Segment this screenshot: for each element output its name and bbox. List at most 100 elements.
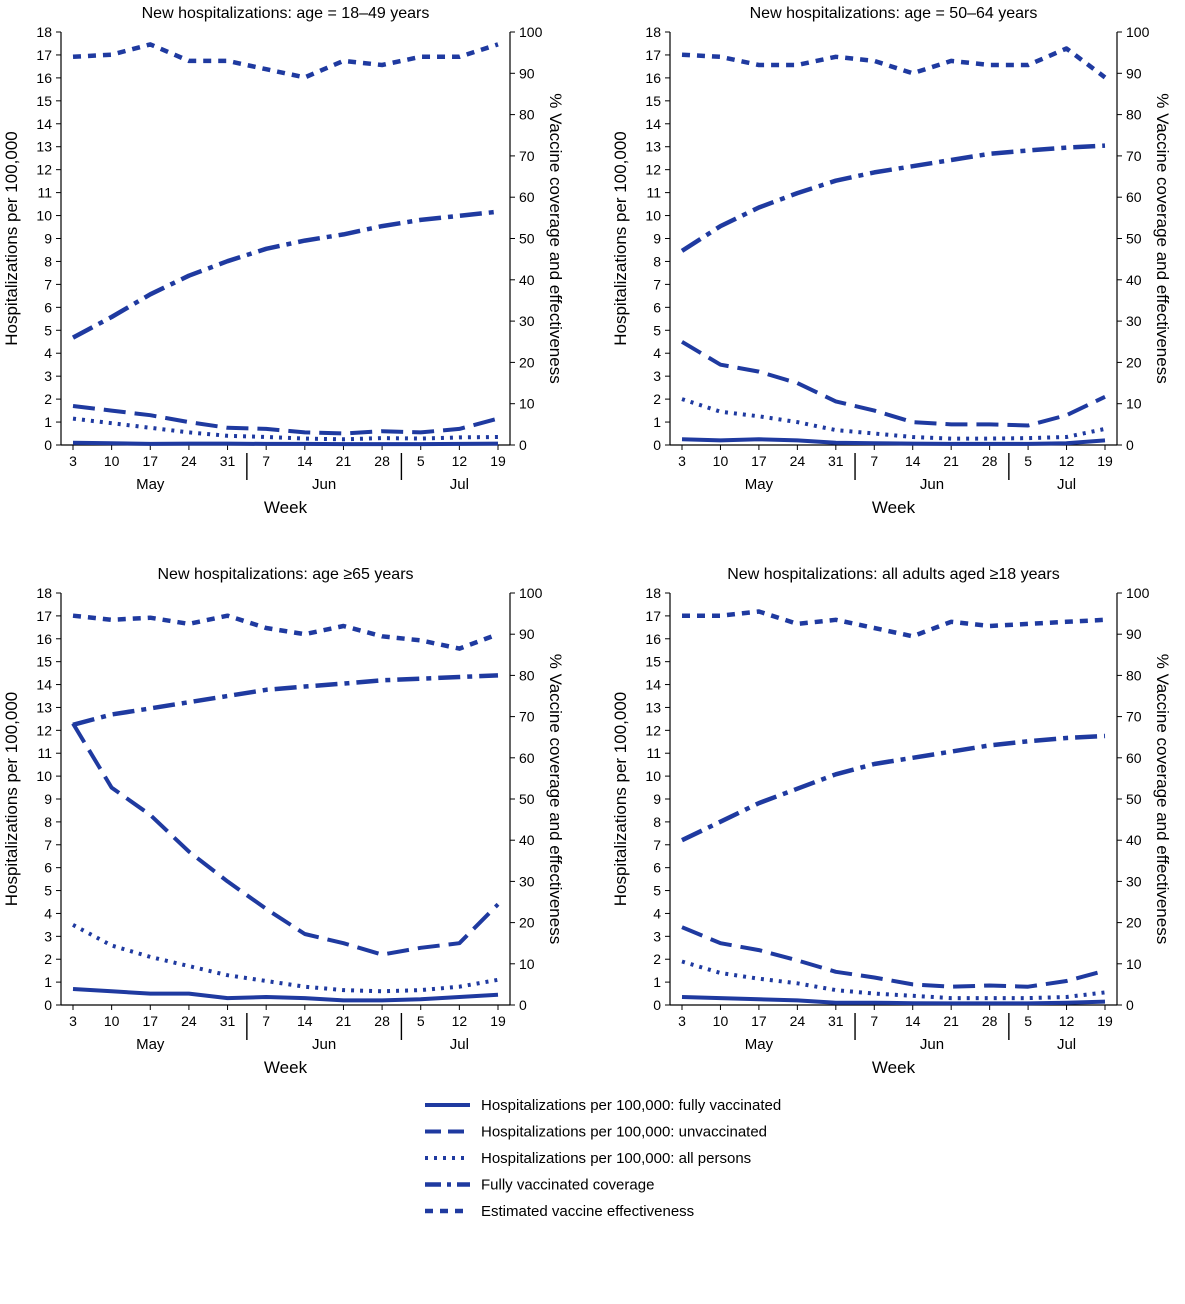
- right-tick-label: 10: [519, 396, 535, 412]
- left-axis-label: Hospitalizations per 100,000: [2, 131, 21, 346]
- left-tick-label: 12: [645, 162, 661, 178]
- left-tick-label: 12: [645, 722, 661, 738]
- left-tick-label: 3: [44, 928, 52, 944]
- left-tick-label: 0: [44, 437, 52, 453]
- left-tick-label: 7: [653, 837, 661, 853]
- left-tick-label: 1: [44, 974, 52, 990]
- left-tick-label: 15: [36, 93, 52, 109]
- month-label: Jul: [1057, 1036, 1076, 1053]
- left-tick-label: 4: [653, 905, 661, 921]
- left-tick-label: 5: [44, 883, 52, 899]
- x-tick-label: 31: [828, 1013, 844, 1029]
- right-tick-label: 40: [519, 832, 535, 848]
- x-tick-label: 21: [336, 453, 352, 469]
- right-tick-label: 0: [519, 437, 527, 453]
- series-line-unvaccinated: [681, 925, 1106, 989]
- panel-title: New hospitalizations: age = 18–49 years: [142, 5, 430, 22]
- panel-3: New hospitalizations: age ≥65 years01234…: [2, 566, 565, 1077]
- x-tick-label: 19: [490, 453, 506, 469]
- x-tick-label: 3: [678, 453, 686, 469]
- x-tick-label: 24: [181, 1013, 197, 1029]
- right-tick-label: 100: [519, 585, 543, 601]
- x-axis-label: Week: [872, 498, 916, 517]
- right-tick-label: 10: [1126, 956, 1142, 972]
- left-tick-label: 6: [653, 860, 661, 876]
- right-tick-label: 0: [1126, 437, 1134, 453]
- left-tick-label: 0: [653, 437, 661, 453]
- x-axis-label: Week: [264, 1058, 308, 1077]
- left-tick-label: 9: [653, 231, 661, 247]
- right-axis-label: % Vaccine coverage and effectiveness: [546, 93, 565, 383]
- right-tick-label: 10: [519, 956, 535, 972]
- series-line-effectiveness: [682, 609, 1106, 639]
- series-line-unvaccinated: [680, 340, 1106, 428]
- right-tick-label: 50: [1126, 231, 1142, 247]
- left-tick-label: 3: [653, 928, 661, 944]
- left-tick-label: 1: [653, 974, 661, 990]
- x-tick-label: 10: [104, 453, 120, 469]
- right-tick-label: 90: [519, 626, 535, 642]
- right-axis-label: % Vaccine coverage and effectiveness: [1153, 654, 1172, 944]
- right-tick-label: 30: [519, 873, 535, 889]
- left-axis-label: Hospitalizations per 100,000: [611, 692, 630, 907]
- right-tick-label: 20: [1126, 915, 1142, 931]
- x-tick-label: 5: [1024, 453, 1032, 469]
- month-label: May: [136, 1036, 165, 1053]
- right-tick-label: 40: [1126, 832, 1142, 848]
- left-tick-label: 6: [44, 299, 52, 315]
- x-tick-label: 5: [417, 1013, 425, 1029]
- x-tick-label: 21: [336, 1013, 352, 1029]
- left-tick-label: 18: [645, 24, 661, 40]
- right-tick-label: 20: [1126, 354, 1142, 370]
- left-tick-label: 12: [36, 722, 52, 738]
- x-tick-label: 31: [220, 453, 236, 469]
- right-tick-label: 30: [1126, 313, 1142, 329]
- series-line-unvaccinated: [72, 404, 499, 436]
- right-tick-label: 90: [1126, 65, 1142, 81]
- series-line-all-persons: [681, 397, 1106, 441]
- x-tick-label: 21: [943, 1013, 959, 1029]
- right-tick-label: 0: [519, 997, 527, 1013]
- right-tick-label: 80: [1126, 667, 1142, 683]
- left-tick-label: 16: [36, 631, 52, 647]
- left-tick-label: 7: [44, 276, 52, 292]
- left-tick-label: 14: [645, 116, 661, 132]
- left-tick-label: 16: [645, 631, 661, 647]
- x-tick-label: 28: [374, 453, 390, 469]
- left-tick-label: 10: [36, 208, 52, 224]
- left-tick-label: 5: [44, 322, 52, 338]
- x-axis-label: Week: [872, 1058, 916, 1077]
- x-tick-label: 12: [452, 1013, 468, 1029]
- left-tick-label: 6: [44, 860, 52, 876]
- x-tick-label: 28: [374, 1013, 390, 1029]
- right-tick-label: 70: [519, 148, 535, 164]
- left-tick-label: 2: [44, 951, 52, 967]
- left-tick-label: 12: [36, 162, 52, 178]
- left-tick-label: 18: [36, 24, 52, 40]
- right-tick-label: 80: [1126, 107, 1142, 123]
- x-tick-label: 7: [870, 453, 878, 469]
- right-tick-label: 100: [519, 24, 543, 40]
- right-tick-label: 60: [519, 189, 535, 205]
- x-tick-label: 5: [417, 453, 425, 469]
- x-tick-label: 31: [828, 453, 844, 469]
- left-tick-label: 0: [44, 997, 52, 1013]
- left-tick-label: 6: [653, 299, 661, 315]
- right-tick-label: 30: [1126, 873, 1142, 889]
- left-tick-label: 7: [44, 837, 52, 853]
- x-tick-label: 5: [1024, 1013, 1032, 1029]
- series-line-unvaccinated: [71, 722, 500, 957]
- left-tick-label: 11: [646, 745, 661, 761]
- right-tick-label: 20: [519, 915, 535, 931]
- month-label: Jun: [920, 1036, 944, 1053]
- left-tick-label: 9: [44, 791, 52, 807]
- left-tick-label: 13: [645, 699, 661, 715]
- right-tick-label: 10: [1126, 396, 1142, 412]
- left-tick-label: 16: [36, 70, 52, 86]
- x-tick-label: 12: [1059, 453, 1075, 469]
- left-tick-label: 15: [645, 93, 661, 109]
- left-tick-label: 15: [36, 654, 52, 670]
- x-tick-label: 24: [181, 453, 197, 469]
- left-tick-label: 7: [653, 276, 661, 292]
- legend-label: Fully vaccinated coverage: [481, 1177, 654, 1194]
